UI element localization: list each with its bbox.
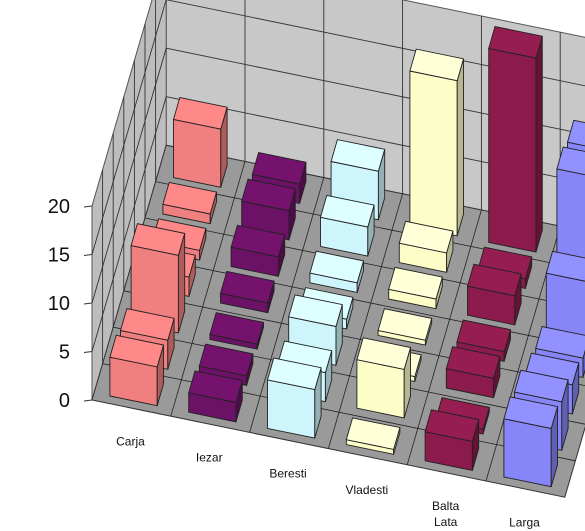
floor-gridline	[249, 177, 325, 433]
bar	[266, 357, 322, 439]
category-label: Vladesti	[346, 483, 389, 497]
bar	[309, 250, 365, 294]
y-tick-label: 0	[59, 390, 70, 412]
bar	[424, 409, 480, 472]
floor-gridline	[406, 209, 482, 465]
chart-walls	[91, 0, 585, 401]
bar	[466, 263, 522, 326]
floor-gridline	[170, 161, 246, 417]
category-label: Balta Lata	[432, 499, 460, 529]
bar	[319, 194, 375, 257]
bar	[219, 270, 275, 314]
bar	[162, 181, 218, 225]
y-tick-mark	[83, 351, 93, 353]
bar	[445, 346, 501, 399]
floor-gridline	[144, 217, 585, 309]
bar	[409, 48, 465, 237]
bar	[377, 308, 433, 346]
bar	[172, 96, 228, 188]
floor-gridline	[134, 254, 585, 348]
bar	[545, 250, 585, 340]
bar	[488, 25, 543, 253]
floor-gridline	[328, 193, 403, 449]
chart-bars	[109, 25, 585, 488]
category-label: Carja	[116, 434, 145, 448]
bar	[388, 266, 443, 310]
bar	[356, 337, 412, 419]
bar	[345, 417, 401, 455]
category-label: LargaJijia	[509, 515, 540, 531]
y-tick-label: 15	[48, 245, 70, 267]
y-tick-mark	[83, 399, 93, 402]
floor-gridline	[123, 290, 585, 387]
chart-labels: 0 5 10 15 20 Carja Iezar Beresti Vladesti Balta La…	[48, 196, 540, 531]
y-tick-mark	[83, 302, 93, 305]
y-tick-mark	[83, 254, 93, 256]
category-label: Iezar	[196, 450, 223, 464]
bar	[209, 312, 265, 350]
bar	[109, 334, 165, 407]
bar	[130, 223, 186, 334]
bar	[188, 370, 243, 423]
y-tick-label: 20	[48, 196, 70, 218]
y-tick-label: 5	[59, 342, 70, 364]
bar	[230, 224, 286, 277]
y-tick-label: 10	[48, 293, 70, 315]
category-label: Beresti	[269, 467, 306, 481]
floor-gridline	[102, 363, 576, 462]
y-tick-mark	[83, 205, 93, 208]
bar	[398, 220, 454, 273]
bar	[503, 396, 559, 488]
